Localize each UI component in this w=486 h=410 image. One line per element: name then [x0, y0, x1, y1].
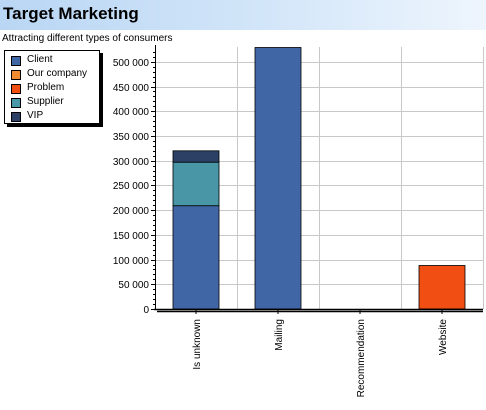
x-tick-label: Mailing — [274, 319, 285, 351]
x-tick-label: Website — [438, 319, 449, 355]
y-tick-label: 150 000 — [113, 231, 150, 242]
y-tick-label: 350 000 — [113, 132, 150, 143]
bar-segment — [172, 161, 220, 207]
y-tick-label: 300 000 — [113, 157, 150, 168]
legend-swatch — [11, 112, 21, 122]
legend-label: Problem — [27, 82, 65, 93]
page-title: Target Marketing — [3, 4, 139, 23]
x-tick-label: Recommendation — [356, 319, 367, 397]
y-tick-label: 450 000 — [113, 83, 150, 94]
y-tick-label: 400 000 — [113, 107, 150, 118]
y-tick-label: 200 000 — [113, 206, 150, 217]
bars — [172, 47, 466, 310]
header-bar: Target Marketing — [0, 0, 486, 30]
legend-swatch — [11, 84, 21, 94]
bar-segment — [254, 47, 302, 310]
y-tick-label: 500 000 — [113, 58, 150, 69]
legend-label: Our company — [27, 68, 88, 79]
bar-segment — [172, 150, 220, 163]
legend-swatch — [11, 56, 21, 66]
y-tick-labels: 0 50 000 100 000 150 000 200 000 250 000 300 0… — [113, 58, 150, 316]
y-tick-label: 250 000 — [113, 181, 150, 192]
x-tick-label: Is unknown — [192, 319, 203, 370]
x-tick-labels: Is unknown Mailing Recommendation Website — [192, 319, 449, 398]
legend-label: VIP — [27, 110, 44, 121]
y-tick-label: 0 — [143, 305, 149, 316]
legend-swatch — [11, 70, 21, 80]
chart-subtitle: Attracting different types of consumers — [2, 33, 173, 44]
bar-segment — [172, 205, 220, 310]
axes — [151, 45, 483, 314]
bar-segment — [418, 265, 466, 310]
legend-label: Client — [27, 54, 53, 65]
legend-swatch — [11, 98, 21, 108]
y-tick-label: 100 000 — [113, 256, 150, 267]
legend-label: Supplier — [27, 96, 64, 107]
y-tick-label: 50 000 — [118, 280, 149, 291]
chart-legend: Client Our company Problem Supplier VIP — [4, 50, 100, 124]
